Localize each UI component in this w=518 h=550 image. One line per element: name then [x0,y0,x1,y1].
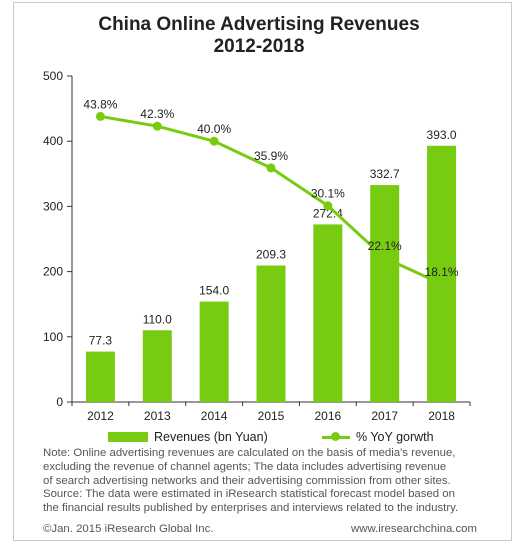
y-tick-label: 400 [43,134,63,148]
bar-value-label: 272.4 [313,206,343,220]
legend-label-revenues: Revenues (bn Yuan) [154,430,268,444]
bar [199,301,229,402]
x-tick-label: 2018 [428,409,455,423]
bar-value-label: 209.3 [256,248,286,262]
y-tick-label: 200 [43,265,63,279]
yoy-value-label: 22.1% [368,239,402,253]
yoy-value-label: 30.1% [311,187,345,201]
chart-note: Note: Online advertising revenues are ca… [43,447,505,516]
bar-series: 77.3 110.0 154.0 209.3 272.4 332.7 393.0 [85,128,457,402]
bar-value-label: 154.0 [199,284,229,298]
y-tick-label: 0 [56,395,63,409]
yoy-value-label: 35.9% [254,149,288,163]
yoy-point [152,121,162,131]
chart-title-line1: China Online Advertising Revenues [98,14,420,35]
yoy-point [95,111,105,121]
bar [85,351,115,402]
legend-line-swatch [322,432,350,441]
legend-item-revenues: Revenues (bn Yuan) [108,430,268,444]
bar [427,145,457,402]
x-tick-label: 2012 [87,409,114,423]
yoy-point [437,279,447,289]
chart-title-line2: 2012-2018 [213,36,305,57]
yoy-point [323,201,333,211]
bar [142,330,172,402]
bar [256,265,286,402]
footer-copyright: ©Jan. 2015 iResearch Global Inc. [43,523,214,535]
legend-label-yoy: % YoY gorwth [356,430,434,444]
x-tick-label: 2015 [258,409,285,423]
yoy-value-label: 42.3% [140,107,174,121]
yoy-point [209,136,219,146]
x-tick-label: 2016 [315,409,342,423]
yoy-value-label: 18.1% [425,265,459,279]
x-tick-label: 2013 [144,409,171,423]
note-line: Source: The data were estimated in iRese… [43,488,455,501]
bar-value-label: 393.0 [427,128,457,142]
yoy-value-label: 43.8% [83,97,117,111]
chart-axes: 0 100 200 300 400 500 2012 2013 2014 2015 2016 2017… [43,69,471,423]
y-tick-label: 100 [43,330,63,344]
yoy-point [266,163,276,173]
note-line: of search advertising networks and their… [43,474,451,487]
yoy-point [380,253,390,263]
bar-value-label: 77.3 [89,334,113,348]
note-line: excluding the revenue of channel agents;… [43,460,447,473]
x-tick-label: 2017 [371,409,398,423]
line-series: 43.8% 42.3% 40.0% 35.9% 30.1% 22.1% 18.1% [83,97,459,289]
chart-title: China Online Advertising Revenues 2012-2… [0,14,518,58]
note-line: Note: Online advertising revenues are ca… [43,447,456,459]
y-tick-label: 500 [43,69,63,83]
footer-website: www.iresearchchina.com [351,523,477,535]
note-line: the financial results published by enter… [43,502,459,515]
yoy-value-label: 40.0% [197,122,231,136]
bar [313,224,343,402]
legend-item-yoy: % YoY gorwth [322,430,434,444]
bar [370,185,400,402]
legend-bar-swatch [108,432,148,442]
x-tick-label: 2014 [201,409,228,423]
y-tick-label: 300 [43,199,63,213]
bar-value-label: 332.7 [370,167,400,181]
bar-value-label: 110.0 [143,312,172,326]
